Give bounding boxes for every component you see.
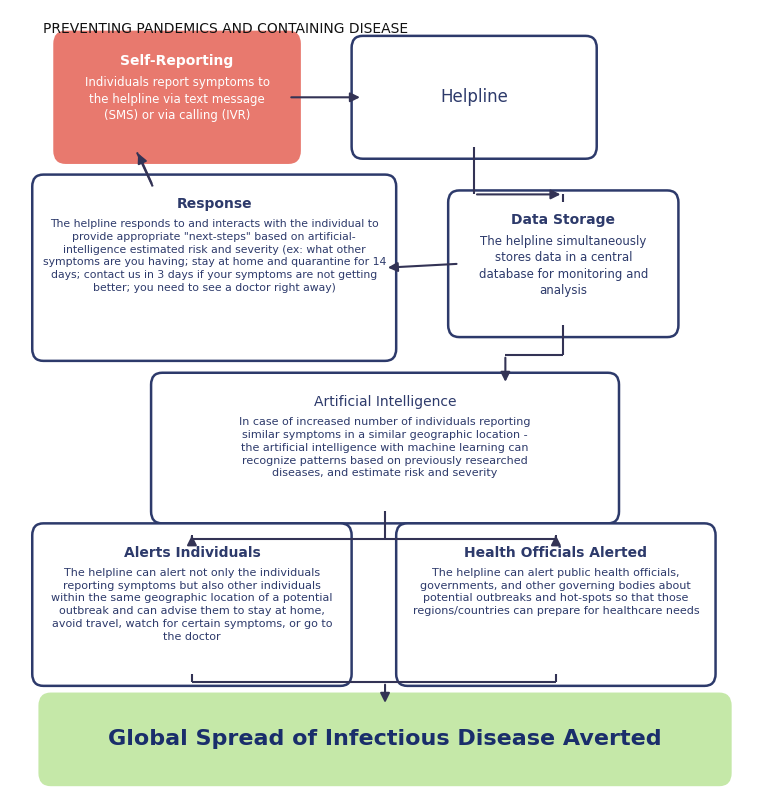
Text: The helpline simultaneously
stores data in a central
database for monitoring and: The helpline simultaneously stores data …: [478, 235, 648, 297]
Text: Health Officials Alerted: Health Officials Alerted: [465, 545, 647, 560]
Text: Helpline: Helpline: [440, 88, 508, 107]
Text: Self-Reporting: Self-Reporting: [121, 54, 233, 68]
Text: Alerts Individuals: Alerts Individuals: [124, 545, 260, 560]
Text: Artificial Intelligence: Artificial Intelligence: [314, 395, 456, 409]
FancyBboxPatch shape: [40, 694, 730, 785]
FancyBboxPatch shape: [32, 523, 352, 686]
FancyBboxPatch shape: [352, 36, 597, 159]
Text: Data Storage: Data Storage: [511, 212, 615, 227]
Text: Global Spread of Infectious Disease Averted: Global Spread of Infectious Disease Aver…: [108, 730, 662, 750]
FancyBboxPatch shape: [151, 372, 619, 523]
Text: Response: Response: [177, 197, 252, 211]
FancyBboxPatch shape: [55, 32, 300, 163]
FancyBboxPatch shape: [396, 523, 716, 686]
Text: The helpline responds to and interacts with the individual to
provide appropriat: The helpline responds to and interacts w…: [42, 219, 386, 293]
Text: The helpline can alert not only the individuals
reporting symptoms but also othe: The helpline can alert not only the indi…: [51, 568, 333, 642]
Text: The helpline can alert public health officials,
governments, and other governing: The helpline can alert public health off…: [412, 568, 699, 616]
Text: PREVENTING PANDEMICS AND CONTAINING DISEASE: PREVENTING PANDEMICS AND CONTAINING DISE…: [43, 22, 409, 36]
Text: In case of increased number of individuals reporting
similar symptoms in a simil: In case of increased number of individua…: [240, 417, 531, 478]
FancyBboxPatch shape: [32, 175, 396, 361]
FancyBboxPatch shape: [449, 191, 678, 337]
Text: Individuals report symptoms to
the helpline via text message
(SMS) or via callin: Individuals report symptoms to the helpl…: [84, 76, 270, 123]
